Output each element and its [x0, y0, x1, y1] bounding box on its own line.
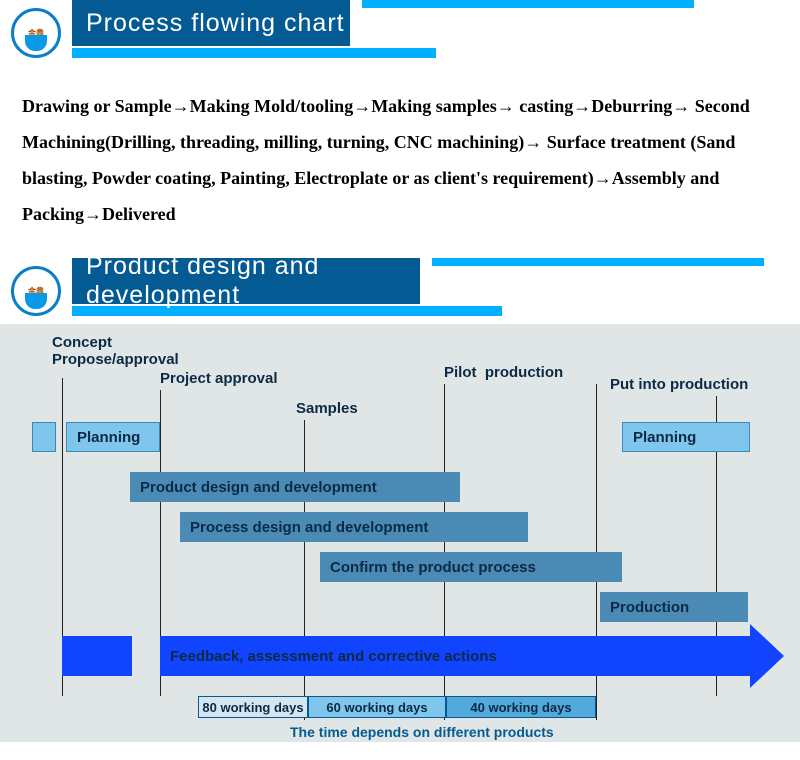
logo-icon: 金鼎	[11, 8, 61, 58]
duration-cell: 80 working days	[198, 696, 308, 718]
banner-strip-top	[432, 258, 764, 266]
duration-cell: 40 working days	[446, 696, 596, 718]
process-flow-text: Drawing or Sample→Making Mold/tooling→Ma…	[0, 66, 800, 258]
gantt-bar: Product design and development	[130, 472, 460, 502]
gantt-bar: Process design and development	[180, 512, 528, 542]
logo-icon-inner	[25, 35, 47, 51]
gantt-bar: Production	[600, 592, 748, 622]
gantt-bar: Planning	[66, 422, 160, 452]
banner-group-1: Process flowing chart	[72, 0, 800, 66]
gantt-bar: Confirm the product process	[320, 552, 622, 582]
feedback-arrow-pre	[62, 636, 132, 676]
feedback-arrow-head-icon	[750, 624, 784, 688]
gantt-timeline: Concept Propose/approval Project approval…	[0, 324, 800, 742]
banner-strip-bottom	[72, 48, 436, 58]
logo-icon: 金鼎	[11, 266, 61, 316]
logo: 金鼎	[0, 258, 72, 324]
logo-icon-inner	[25, 293, 47, 309]
banner-group-2: Product design and development	[72, 258, 800, 324]
banner-title-1: Process flowing chart	[72, 0, 350, 46]
logo: 金鼎	[0, 0, 72, 66]
banner-title-2: Product design and development	[72, 258, 420, 304]
duration-cell: 60 working days	[308, 696, 446, 718]
phase-label: Put into production	[610, 376, 748, 393]
banner-strip-top	[362, 0, 694, 8]
phase-label: Concept Propose/approval	[52, 334, 179, 368]
header-process-flow: 金鼎 Process flowing chart	[0, 0, 800, 66]
phase-label: Samples	[296, 400, 358, 417]
phase-label: Project approval	[160, 370, 278, 387]
feedback-arrow-bar: Feedback, assessment and corrective acti…	[160, 636, 750, 676]
gantt-bar	[32, 422, 56, 452]
header-product-design: 金鼎 Product design and development	[0, 258, 800, 324]
gantt-bar: Planning	[622, 422, 750, 452]
phase-label: Pilot production	[444, 364, 563, 381]
footer-note: The time depends on different products	[290, 724, 554, 740]
